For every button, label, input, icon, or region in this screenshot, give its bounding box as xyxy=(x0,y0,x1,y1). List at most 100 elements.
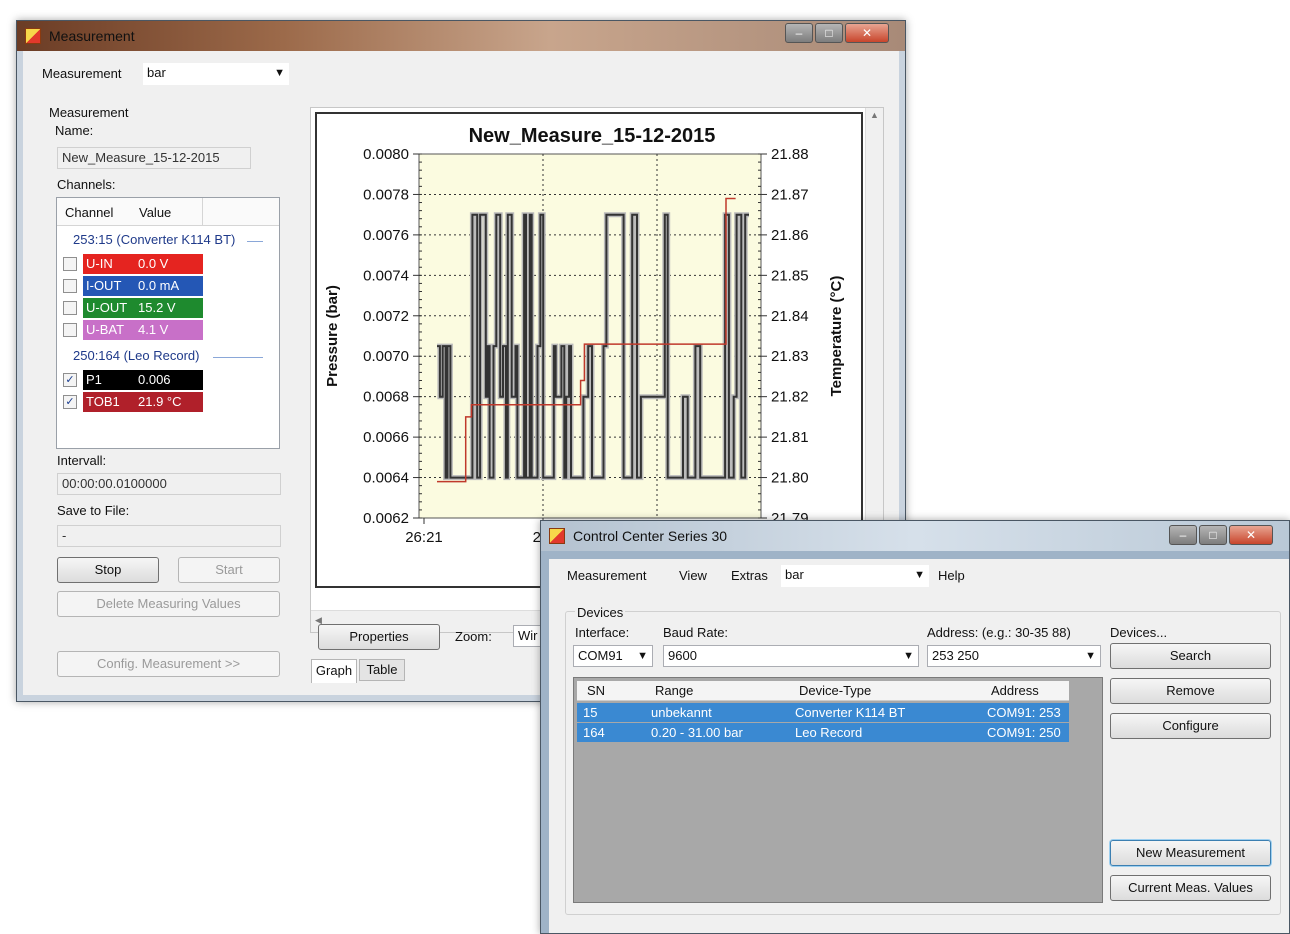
channel-checkbox[interactable] xyxy=(63,257,77,271)
col-address: Address xyxy=(991,683,1039,698)
measurement-titlebar[interactable]: Measurement – □ ✕ xyxy=(17,21,905,51)
cell-device-type: Leo Record xyxy=(795,725,863,740)
device-table-header: SN Range Device-Type Address xyxy=(577,681,1069,701)
chevron-down-icon: ▼ xyxy=(1085,650,1096,662)
address-select[interactable]: 253 250 ▼ xyxy=(927,645,1101,667)
app-icon xyxy=(25,28,41,44)
channel-checkbox[interactable]: ✓ xyxy=(63,373,77,387)
minimize-icon[interactable]: – xyxy=(785,23,813,43)
channel-value: 15.2 V xyxy=(138,300,176,315)
address-value: 253 250 xyxy=(932,648,979,663)
configure-button[interactable]: Configure xyxy=(1110,713,1271,739)
interval-label: Intervall: xyxy=(57,453,107,468)
header-value: Value xyxy=(139,205,172,220)
config-measurement-button[interactable]: Config. Measurement >> xyxy=(57,651,280,677)
tab-graph-label: Graph xyxy=(315,663,353,678)
channel-name: U-BAT xyxy=(86,322,125,337)
cell-range: 0.20 - 31.00 bar xyxy=(651,725,743,740)
search-button[interactable]: Search xyxy=(1110,643,1271,669)
channel-value-bar: U-OUT 15.2 V xyxy=(83,298,203,318)
baud-rate-label: Baud Rate: xyxy=(663,625,729,640)
properties-button[interactable]: Properties xyxy=(318,624,440,650)
channel-value-bar: P1 0.006 xyxy=(83,370,203,390)
interval-field[interactable]: 00:00:00.0100000 xyxy=(57,473,281,495)
name-field[interactable]: New_Measure_15-12-2015 xyxy=(57,147,251,169)
tab-graph[interactable]: Graph xyxy=(311,659,357,683)
y-tick-label: 0.0080 xyxy=(363,146,409,163)
y-tick-label: 0.0074 xyxy=(363,267,409,284)
tab-table[interactable]: Table xyxy=(359,659,405,681)
new-measurement-button[interactable]: New Measurement xyxy=(1110,840,1271,866)
chevron-down-icon: ▼ xyxy=(903,650,914,662)
maximize-icon[interactable]: □ xyxy=(815,23,843,43)
remove-button[interactable]: Remove xyxy=(1110,678,1271,704)
y-tick-label: 0.0066 xyxy=(363,429,409,446)
table-row[interactable]: 164 0.20 - 31.00 bar Leo Record COM91: 2… xyxy=(577,723,1069,742)
channel-checkbox[interactable] xyxy=(63,279,77,293)
baud-rate-select[interactable]: 9600 ▼ xyxy=(663,645,919,667)
interface-value: COM91 xyxy=(578,648,623,663)
channel-checkbox[interactable] xyxy=(63,301,77,315)
scroll-left-icon[interactable]: ◀ xyxy=(315,615,322,625)
minimize-icon[interactable]: – xyxy=(1169,525,1197,545)
save-file-field[interactable]: - xyxy=(57,525,281,547)
channel-value: 4.1 V xyxy=(138,322,169,337)
header-channel: Channel xyxy=(65,205,114,220)
menu-extras[interactable]: Extras xyxy=(731,568,768,583)
maximize-icon[interactable]: □ xyxy=(1199,525,1227,545)
chart-frame: 0.0080 0.0078 0.0076 0.0074 0.0072 0.0070 0.00… xyxy=(315,112,863,588)
device-group-label: 253:15 (Converter K114 BT) xyxy=(73,232,236,247)
channel-value-bar: U-IN 0.0 V xyxy=(83,254,203,274)
channel-name: I-OUT xyxy=(86,278,122,293)
y2-tick-label: 21.84 xyxy=(771,308,809,325)
channel-checkbox[interactable]: ✓ xyxy=(63,395,77,409)
name-label: Name: xyxy=(55,123,94,138)
y-tick-label: 0.0076 xyxy=(363,227,409,244)
scroll-up-icon[interactable]: ▲ xyxy=(870,110,879,120)
chevron-down-icon: ▼ xyxy=(637,650,648,662)
y-tick-label: 0.0078 xyxy=(363,186,409,203)
stop-button[interactable]: Stop xyxy=(57,557,159,583)
control-center-body: Measurement View Extras bar ▼ Help Devic… xyxy=(549,559,1289,933)
delete-measuring-values-button[interactable]: Delete Measuring Values xyxy=(57,591,280,617)
menu-view[interactable]: View xyxy=(679,568,707,583)
y-tick-label: 0.0072 xyxy=(363,308,409,325)
device-table[interactable]: SN Range Device-Type Address 15 unbekann… xyxy=(573,677,1103,903)
chevron-down-icon: ▼ xyxy=(914,569,925,581)
table-row[interactable]: 15 unbekannt Converter K114 BT COM91: 25… xyxy=(577,703,1069,722)
menu-measurement[interactable]: Measurement xyxy=(567,568,647,583)
menu-help[interactable]: Help xyxy=(938,568,965,583)
measurement-unit-value: bar xyxy=(147,65,166,80)
channel-value-bar: U-BAT 4.1 V xyxy=(83,320,203,340)
channel-value: 0.0 V xyxy=(138,256,169,271)
y2-tick-label: 21.85 xyxy=(771,267,809,284)
baud-rate-value: 9600 xyxy=(668,648,697,663)
channel-checkbox[interactable] xyxy=(63,323,77,337)
y2-tick-label: 21.87 xyxy=(771,186,809,203)
control-center-titlebar[interactable]: Control Center Series 30 – □ ✕ xyxy=(541,521,1289,551)
close-icon[interactable]: ✕ xyxy=(1229,525,1273,545)
vertical-scrollbar[interactable]: ▲ xyxy=(865,108,883,608)
y-tick-label: 0.0062 xyxy=(363,510,409,527)
interface-select[interactable]: COM91 ▼ xyxy=(573,645,653,667)
interface-label: Interface: xyxy=(575,625,630,640)
cell-address: COM91: 250 xyxy=(987,725,1061,740)
cell-sn: 15 xyxy=(583,705,598,720)
close-icon[interactable]: ✕ xyxy=(845,23,889,43)
channel-value-bar: TOB1 21.9 °C xyxy=(83,392,203,412)
channels-label: Channels: xyxy=(57,177,116,192)
address-label: Address: (e.g.: 30-35 88) xyxy=(927,625,1071,640)
measurement-unit-select[interactable]: bar ▼ xyxy=(143,63,289,85)
pressure-temperature-chart[interactable]: 0.0080 0.0078 0.0076 0.0074 0.0072 0.0070 0.00… xyxy=(317,114,861,586)
cc-window-title: Control Center Series 30 xyxy=(573,528,728,544)
y2-tick-label: 21.83 xyxy=(771,348,809,365)
channel-name: U-OUT xyxy=(86,300,128,315)
start-button[interactable]: Start xyxy=(178,557,280,583)
chevron-down-icon: ▼ xyxy=(274,67,285,79)
current-meas-values-button[interactable]: Current Meas. Values xyxy=(1110,875,1271,901)
col-range: Range xyxy=(655,683,694,698)
app-icon xyxy=(549,528,565,544)
channels-list[interactable]: Channel Value 253:15 (Converter K114 BT)… xyxy=(56,197,280,449)
name-value: New_Measure_15-12-2015 xyxy=(62,150,220,165)
menu-combo[interactable]: bar ▼ xyxy=(781,565,929,587)
